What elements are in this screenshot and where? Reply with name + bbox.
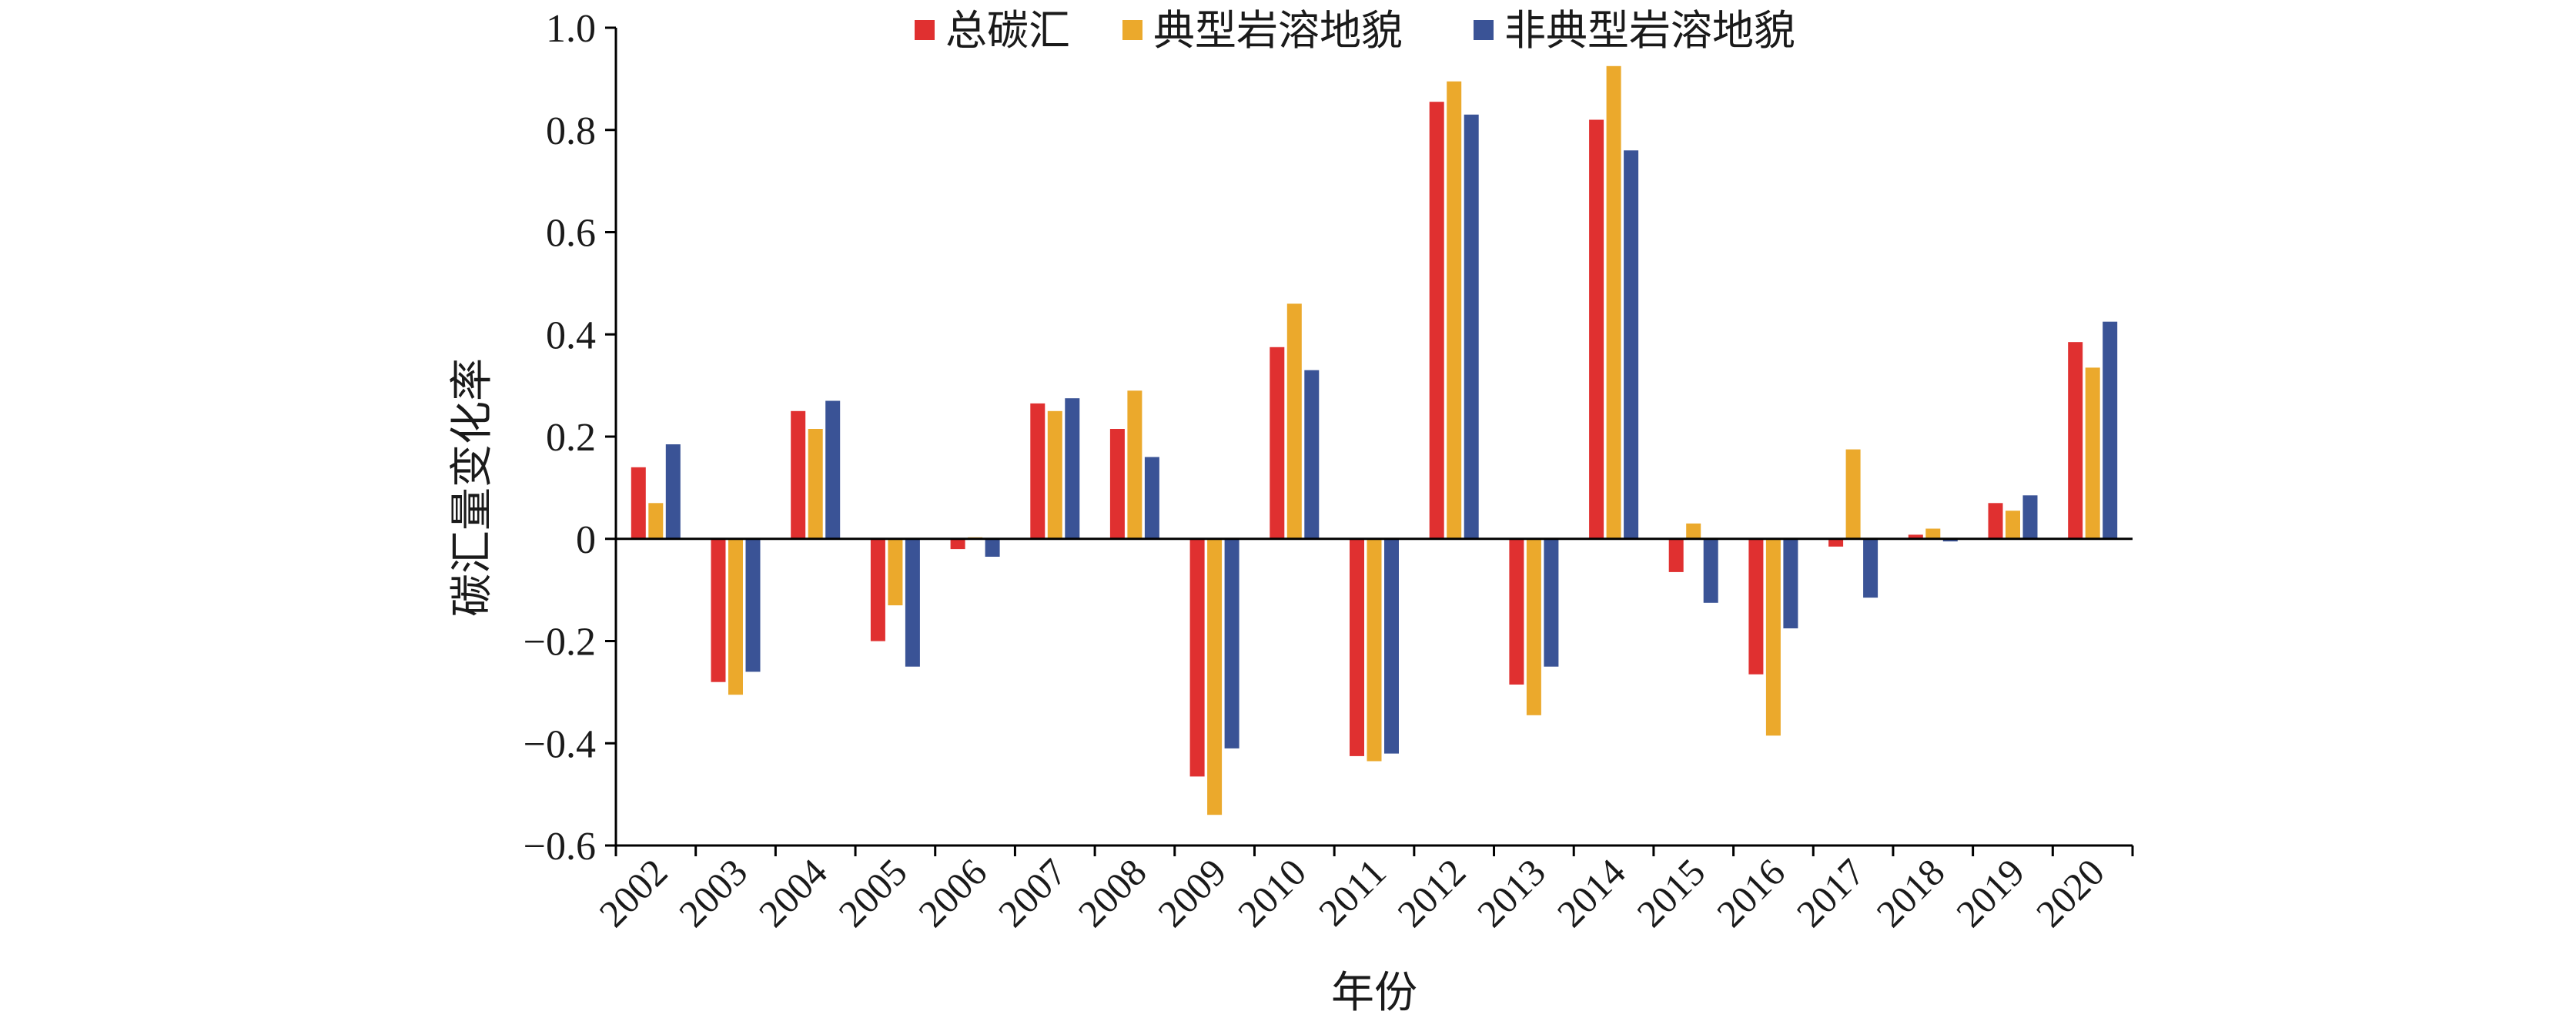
x-tick-label: 2019 <box>1948 850 2032 935</box>
y-tick-label: 0 <box>576 518 596 562</box>
x-tick-label: 2015 <box>1628 850 1713 935</box>
y-tick-label: 0.4 <box>546 313 596 357</box>
x-tick-label: 2010 <box>1229 850 1314 935</box>
bar-2006-series-1 <box>950 538 965 550</box>
bar-2016-series-1 <box>1748 538 1764 675</box>
bar-2017-series-2 <box>1845 449 1861 539</box>
bar-2020-series-1 <box>2068 342 2083 539</box>
x-tick-label: 2020 <box>2028 850 2113 935</box>
bar-2009-series-2 <box>1207 538 1223 815</box>
bar-2003-series-1 <box>711 538 726 682</box>
bar-2014-series-3 <box>1624 150 1639 539</box>
bar-2004-series-1 <box>791 410 806 539</box>
bar-2018-series-2 <box>1925 528 1941 539</box>
bar-2005-series-1 <box>870 538 885 641</box>
x-tick-label: 2011 <box>1310 850 1394 934</box>
bar-2007-series-1 <box>1030 403 1045 539</box>
bar-2008-series-3 <box>1144 457 1159 539</box>
legend-label-2: 典型岩溶地貌 <box>1153 8 1403 54</box>
bar-2003-series-2 <box>728 538 743 695</box>
legend-label-1: 总碳汇 <box>945 8 1070 54</box>
bar-2014-series-1 <box>1589 119 1604 539</box>
x-tick-label: 2008 <box>1069 850 1154 935</box>
bar-2007-series-2 <box>1047 410 1062 539</box>
x-tick-label: 2009 <box>1149 850 1234 935</box>
bar-2007-series-3 <box>1065 398 1080 539</box>
bar-2011-series-2 <box>1367 538 1382 762</box>
y-tick-label: 1.0 <box>546 7 596 51</box>
bar-2018-series-1 <box>1908 534 1923 539</box>
bar-2002-series-1 <box>631 467 646 539</box>
legend-swatch-3 <box>1474 20 1494 40</box>
bar-2010-series-2 <box>1286 303 1302 539</box>
bar-2012-series-1 <box>1429 102 1444 539</box>
x-tick-label: 2006 <box>910 850 995 935</box>
x-tick-label: 2013 <box>1469 850 1554 935</box>
y-tick-label: 0.8 <box>546 109 596 153</box>
bar-2002-series-2 <box>648 503 664 539</box>
x-tick-label: 2012 <box>1389 850 1474 935</box>
bar-2006-series-3 <box>985 538 1000 557</box>
bar-2012-series-3 <box>1464 114 1479 539</box>
x-tick-label: 2014 <box>1549 850 1634 935</box>
bar-2002-series-3 <box>665 444 681 539</box>
bar-2004-series-2 <box>808 429 823 539</box>
y-tick-label: −0.2 <box>524 621 596 665</box>
x-tick-label: 2004 <box>751 850 835 935</box>
bar-2019-series-1 <box>1988 503 2003 539</box>
x-tick-label: 2002 <box>590 850 675 935</box>
y-tick-label: −0.6 <box>524 825 596 869</box>
bar-2005-series-2 <box>888 538 903 606</box>
bar-2015-series-3 <box>1703 538 1718 603</box>
x-tick-label: 2017 <box>1788 850 1873 935</box>
x-tick-label: 2003 <box>671 850 755 935</box>
bar-2009-series-3 <box>1224 538 1239 748</box>
bar-2017-series-3 <box>1863 538 1878 598</box>
x-tick-label: 2007 <box>990 850 1075 935</box>
bar-2003-series-3 <box>745 538 761 672</box>
bar-2015-series-1 <box>1668 538 1684 572</box>
legend: 总碳汇 典型岩溶地貌 非典型岩溶地貌 <box>915 8 1795 54</box>
bar-2020-series-3 <box>2103 321 2118 539</box>
y-axis-title: 碳汇量变化率 <box>449 358 497 617</box>
bar-2005-series-3 <box>905 538 920 667</box>
bar-2008-series-1 <box>1109 429 1125 539</box>
bar-2018-series-3 <box>1942 538 1958 542</box>
bar-2019-series-2 <box>2006 511 2020 539</box>
bar-2013-series-3 <box>1544 538 1559 667</box>
legend-label-3: 非典型岩溶地貌 <box>1504 8 1795 54</box>
x-axis-title: 年份 <box>1331 969 1417 1017</box>
axes-group: −0.6 −0.4 −0.2 0 0.2 0.4 0.6 0.8 1.0 200220032004… <box>524 7 2134 935</box>
bar-2014-series-2 <box>1606 65 1621 539</box>
legend-swatch-1 <box>915 20 935 40</box>
bar-2013-series-1 <box>1509 538 1524 685</box>
bar-2011-series-3 <box>1384 538 1399 754</box>
bar-2013-series-2 <box>1526 538 1541 715</box>
bar-2017-series-1 <box>1828 538 1844 547</box>
y-tick-label: 0.2 <box>546 416 596 460</box>
legend-swatch-2 <box>1122 20 1142 40</box>
bar-2012-series-2 <box>1447 81 1462 539</box>
bar-2008-series-2 <box>1127 390 1142 539</box>
bar-2010-series-3 <box>1304 370 1320 539</box>
bars-group <box>631 65 2118 815</box>
x-tick-label: 2018 <box>1868 850 1952 935</box>
bar-2009-series-1 <box>1189 538 1205 777</box>
bar-2019-series-3 <box>2022 495 2038 539</box>
bar-2016-series-2 <box>1765 538 1781 736</box>
bar-2011-series-1 <box>1350 538 1364 756</box>
y-tick-label: −0.4 <box>524 722 596 766</box>
bar-2020-series-2 <box>2085 367 2100 539</box>
bar-2004-series-3 <box>825 400 841 539</box>
bar-2015-series-2 <box>1686 523 1701 539</box>
bar-2010-series-1 <box>1270 347 1285 539</box>
bar-2016-series-3 <box>1783 538 1798 628</box>
y-tick-label: 0.6 <box>546 212 596 256</box>
x-tick-label: 2016 <box>1708 850 1793 935</box>
x-tick-label: 2005 <box>830 850 915 935</box>
